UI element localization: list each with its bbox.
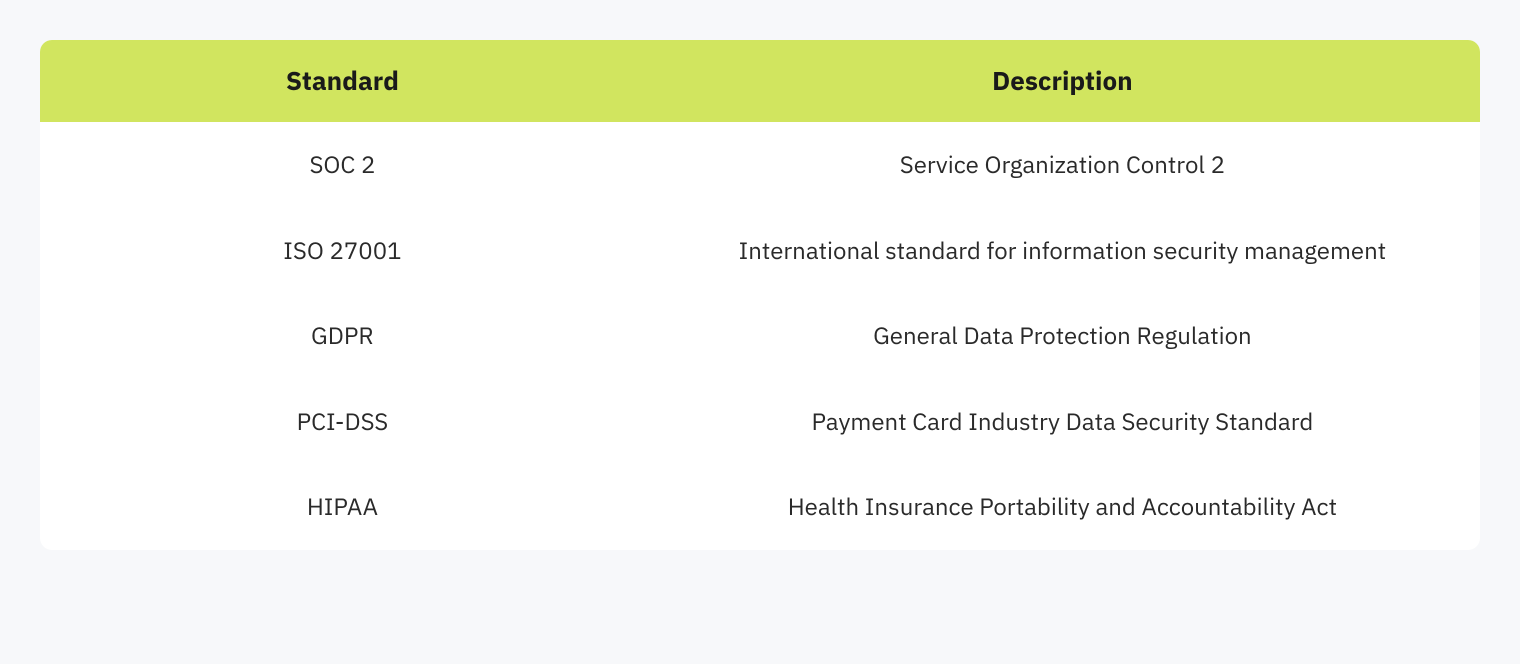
header-row: Standard Description [40, 40, 1480, 122]
cell-standard: SOC 2 [40, 122, 645, 208]
column-header-standard: Standard [40, 40, 645, 122]
table-body: SOC 2 Service Organization Control 2 ISO… [40, 122, 1480, 550]
column-header-description: Description [645, 40, 1480, 122]
table-row: HIPAA Health Insurance Portability and A… [40, 464, 1480, 550]
cell-standard: GDPR [40, 293, 645, 379]
table-row: GDPR General Data Protection Regulation [40, 293, 1480, 379]
cell-standard: PCI-DSS [40, 379, 645, 465]
table-row: ISO 27001 International standard for inf… [40, 208, 1480, 294]
cell-description: General Data Protection Regulation [645, 293, 1480, 379]
cell-description: Health Insurance Portability and Account… [645, 464, 1480, 550]
compliance-standards-table: Standard Description SOC 2 Service Organ… [40, 40, 1480, 550]
table-header: Standard Description [40, 40, 1480, 122]
cell-description: Payment Card Industry Data Security Stan… [645, 379, 1480, 465]
table-row: SOC 2 Service Organization Control 2 [40, 122, 1480, 208]
cell-description: International standard for information s… [645, 208, 1480, 294]
cell-standard: HIPAA [40, 464, 645, 550]
table-row: PCI-DSS Payment Card Industry Data Secur… [40, 379, 1480, 465]
cell-description: Service Organization Control 2 [645, 122, 1480, 208]
cell-standard: ISO 27001 [40, 208, 645, 294]
standards-table: Standard Description SOC 2 Service Organ… [40, 40, 1480, 550]
